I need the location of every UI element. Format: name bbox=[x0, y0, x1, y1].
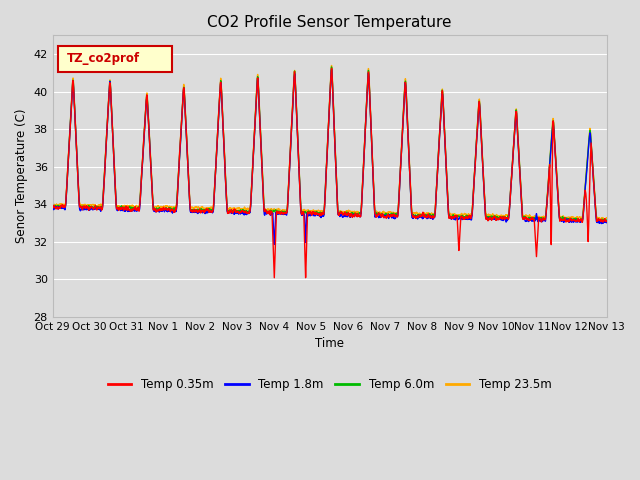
Y-axis label: Senor Temperature (C): Senor Temperature (C) bbox=[15, 109, 28, 243]
Temp 23.5m bbox=[49, 201, 56, 206]
Temp 0.35m bbox=[602, 218, 610, 224]
Temp 0.35m bbox=[309, 209, 317, 215]
Temp 1.8m bbox=[454, 216, 462, 222]
Temp 23.5m bbox=[485, 213, 493, 218]
Temp 6.0m bbox=[599, 218, 607, 224]
Temp 1.8m bbox=[328, 67, 335, 72]
Temp 0.35m bbox=[271, 275, 278, 281]
Temp 0.35m bbox=[454, 231, 462, 237]
Temp 23.5m bbox=[602, 216, 610, 221]
Temp 1.8m bbox=[603, 219, 611, 225]
Temp 0.35m bbox=[148, 187, 156, 193]
Temp 0.35m bbox=[49, 202, 56, 208]
Line: Temp 0.35m: Temp 0.35m bbox=[52, 68, 607, 278]
Temp 6.0m bbox=[328, 64, 335, 70]
Temp 23.5m bbox=[148, 185, 156, 191]
Temp 0.35m bbox=[603, 218, 611, 224]
Temp 1.8m bbox=[148, 189, 156, 195]
Legend: Temp 0.35m, Temp 1.8m, Temp 6.0m, Temp 23.5m: Temp 0.35m, Temp 1.8m, Temp 6.0m, Temp 2… bbox=[103, 373, 556, 396]
Temp 6.0m bbox=[49, 203, 56, 209]
Temp 23.5m bbox=[454, 212, 461, 218]
Temp 6.0m bbox=[485, 215, 493, 220]
Temp 1.8m bbox=[309, 212, 317, 217]
Temp 6.0m bbox=[602, 217, 610, 223]
Temp 0.35m bbox=[328, 65, 335, 71]
Temp 6.0m bbox=[603, 218, 611, 224]
Title: CO2 Profile Sensor Temperature: CO2 Profile Sensor Temperature bbox=[207, 15, 452, 30]
Line: Temp 1.8m: Temp 1.8m bbox=[52, 70, 607, 244]
Temp 23.5m bbox=[603, 215, 611, 221]
Temp 6.0m bbox=[423, 214, 431, 219]
Temp 1.8m bbox=[271, 241, 278, 247]
Text: TZ_co2prof: TZ_co2prof bbox=[67, 52, 140, 65]
FancyBboxPatch shape bbox=[58, 46, 172, 72]
Temp 6.0m bbox=[309, 210, 317, 216]
Line: Temp 6.0m: Temp 6.0m bbox=[52, 67, 607, 221]
Temp 23.5m bbox=[600, 216, 608, 222]
Line: Temp 23.5m: Temp 23.5m bbox=[52, 65, 607, 219]
Temp 1.8m bbox=[602, 219, 610, 225]
Temp 0.35m bbox=[486, 216, 493, 222]
Temp 23.5m bbox=[309, 207, 317, 213]
Temp 1.8m bbox=[424, 216, 431, 221]
Temp 23.5m bbox=[423, 211, 431, 216]
Temp 1.8m bbox=[49, 204, 56, 210]
Temp 6.0m bbox=[148, 187, 156, 193]
Temp 0.35m bbox=[424, 214, 431, 220]
X-axis label: Time: Time bbox=[315, 337, 344, 350]
Temp 23.5m bbox=[328, 62, 335, 68]
Temp 1.8m bbox=[486, 215, 493, 221]
Temp 6.0m bbox=[454, 213, 461, 219]
